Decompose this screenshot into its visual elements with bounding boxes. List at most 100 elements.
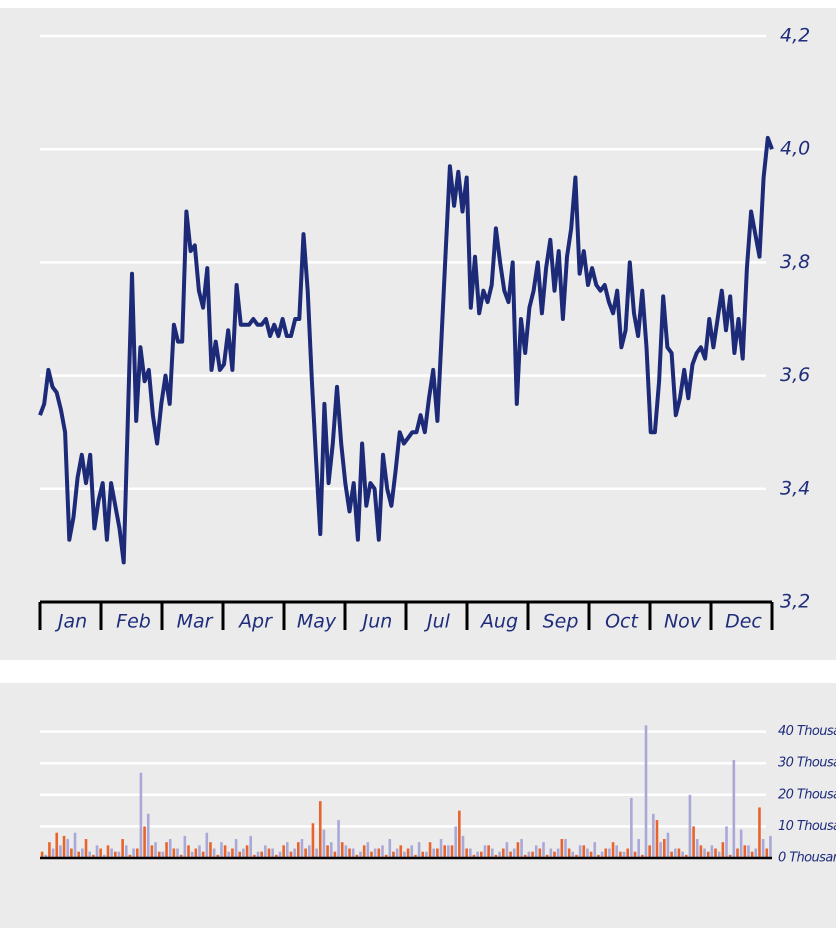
volume-bar [432,848,436,858]
volume-bar [183,835,187,858]
volume-bar [410,845,414,858]
volume-bar [527,851,531,858]
volume-bar [425,851,428,858]
volume-bar [44,854,48,858]
volume-bar [242,848,245,858]
volume-bar [403,851,406,858]
price-line [38,135,774,565]
volume-bar [154,842,157,858]
volume-bar [168,839,172,858]
volume-bar [157,851,161,858]
volume-bar [370,851,373,858]
volume-bar [62,835,66,858]
volume-bar [209,842,212,858]
volume-bar [264,845,267,858]
volume-bar [194,848,198,858]
volume-bar [721,842,725,858]
volume-bar [465,848,468,858]
volume-bar [681,851,684,858]
volume-bar [92,854,95,858]
volume-bar [366,842,370,858]
volume-bar [106,845,110,858]
volume-bar [553,851,556,858]
volume-bar [278,851,282,858]
volume-bar [641,854,644,858]
volume-bar [311,823,315,858]
volume-bar [549,848,553,858]
volume-bar [187,845,190,858]
volume-bar [220,842,223,858]
volume-bar [648,845,651,858]
volume-bar [695,839,699,858]
volume-bar [282,845,285,858]
volume-bar [70,848,73,858]
x-tick-label: Jun [359,611,393,633]
volume-bar [201,851,205,858]
volume-bar [216,854,220,858]
volume-bar [66,839,70,858]
volume-bar [73,832,77,858]
y-tick-label: 20 Thousand [778,787,836,802]
volume-bar [340,842,344,858]
volume-bar [117,851,121,858]
volume-bar [406,848,410,858]
volume-bar [476,851,479,858]
volume-bar [289,851,293,858]
volume-bar [615,845,619,858]
volume-bar [110,848,113,858]
volume-bar [717,851,721,858]
x-tick-label: Aug [479,611,518,633]
volume-bar [205,832,209,858]
volume-bar [728,854,732,858]
y-tick-label: 0 Thousand [778,851,836,866]
volume-bar [414,854,417,858]
volume-bar [754,848,758,858]
volume-bar [512,848,516,858]
volume-bar [300,839,304,858]
volume-bar [40,851,44,858]
volume-bar [81,848,84,858]
x-tick-label: Mar [177,611,214,633]
volume-bar [769,835,772,858]
volume-bar [494,854,498,858]
volume-bar [633,851,637,858]
volume-bar [750,851,754,858]
volume-bar [249,835,253,858]
volume-bar [556,848,560,858]
volume-bar [710,845,714,858]
volume-bar [509,851,512,858]
volume-bar [260,851,263,858]
volume-bar [172,848,176,858]
volume-bar [227,851,231,858]
volume-bar [619,851,622,858]
volume-bar [626,848,629,858]
volume-bar [637,839,640,858]
y-tick-label: 40 Thousand [778,724,836,739]
volume-bar [520,839,523,858]
volume-bar [600,851,604,858]
volume-bar [384,854,388,858]
volume-bar [381,845,384,858]
volume-bar [597,854,600,858]
volume-bar [55,832,59,858]
volume-bar [256,851,260,858]
volume-bar [179,854,183,858]
volume-bar [176,848,179,858]
volume-bar [315,848,318,858]
volume-bar [450,845,454,858]
y-tick-label: 3,4 [780,477,810,499]
volume-bar [516,842,520,858]
volume-bar [666,832,670,858]
volume-bar [326,845,329,858]
volume-bar [359,851,362,858]
volume-bar [498,851,501,858]
volume-bar [373,848,377,858]
volume-bar [501,848,505,858]
volume-bar [677,848,681,858]
volume-bar [538,848,542,858]
x-tick-label: Sep [543,611,579,633]
volume-bar [703,848,706,858]
volume-bar [362,845,366,858]
volume-bar [377,848,381,858]
volume-bar [212,848,216,858]
